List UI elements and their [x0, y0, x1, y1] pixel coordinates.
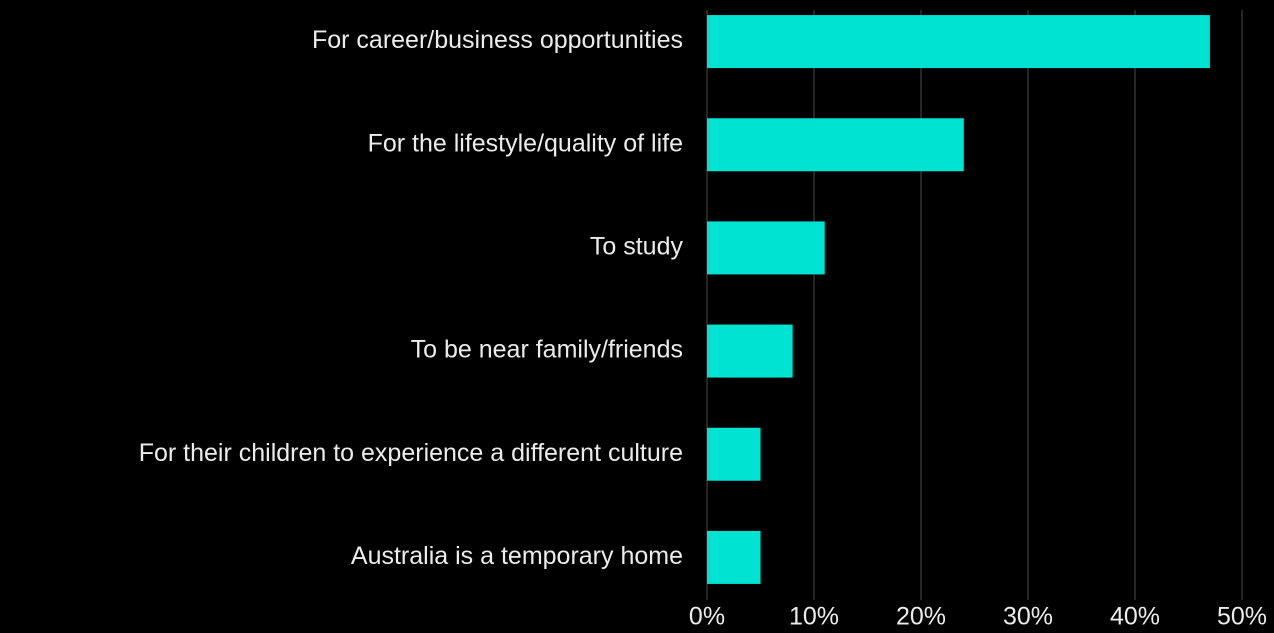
x-tick-label: 50% — [1217, 603, 1267, 631]
y-tick-label: For their children to experience a diffe… — [139, 439, 683, 467]
bar — [707, 118, 964, 172]
bar — [707, 530, 761, 584]
y-tick-label: To study — [590, 233, 684, 261]
bar — [707, 427, 761, 481]
x-tick-label: 30% — [1003, 603, 1053, 631]
x-tick-label: 20% — [896, 603, 946, 631]
x-tick-label: 0% — [689, 603, 725, 631]
y-tick-label: Australia is a temporary home — [351, 542, 683, 570]
bar — [707, 15, 1210, 69]
bar — [707, 221, 825, 275]
x-tick-label: 40% — [1110, 603, 1160, 631]
y-tick-label: For the lifestyle/quality of life — [368, 129, 683, 157]
y-tick-label: To be near family/friends — [411, 336, 683, 364]
x-tick-label: 10% — [789, 603, 839, 631]
bar — [707, 324, 793, 378]
y-tick-label: For career/business opportunities — [312, 26, 683, 54]
